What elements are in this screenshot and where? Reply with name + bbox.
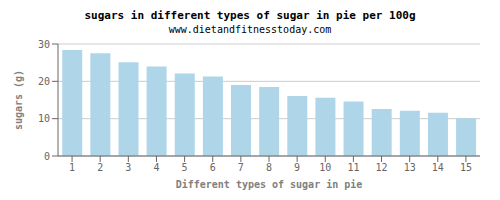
html-text:sugars in different types of s: sugars in different types of sugar in pi… [84,9,416,22]
svg-text:2: 2 [97,162,103,173]
svg-text:20: 20 [38,76,50,87]
svg-text:4: 4 [153,162,159,173]
svg-text:30: 30 [38,39,50,50]
svg-text:6: 6 [210,162,216,173]
svg-text:13: 13 [404,162,416,173]
html-text:www.dietandfitnesstoday.com: www.dietandfitnesstoday.com [168,24,332,35]
svg-text:5: 5 [182,162,188,173]
svg-text:0: 0 [44,151,50,162]
svg-text:10: 10 [319,162,331,173]
svg-text:11: 11 [347,162,359,173]
svg-text:10: 10 [38,113,50,124]
svg-text:1: 1 [69,162,75,173]
svg-text:Different types of sugar in pi: Different types of sugar in pie [176,179,363,190]
svg-text:sugars (g): sugars (g) [13,70,24,130]
svg-text:3: 3 [125,162,131,173]
svg-text:14: 14 [432,162,444,173]
svg-text:8: 8 [266,162,272,173]
svg-text:12: 12 [376,162,388,173]
svg-text:15: 15 [460,162,472,173]
svg-text:9: 9 [294,162,300,173]
svg-text:7: 7 [238,162,244,173]
